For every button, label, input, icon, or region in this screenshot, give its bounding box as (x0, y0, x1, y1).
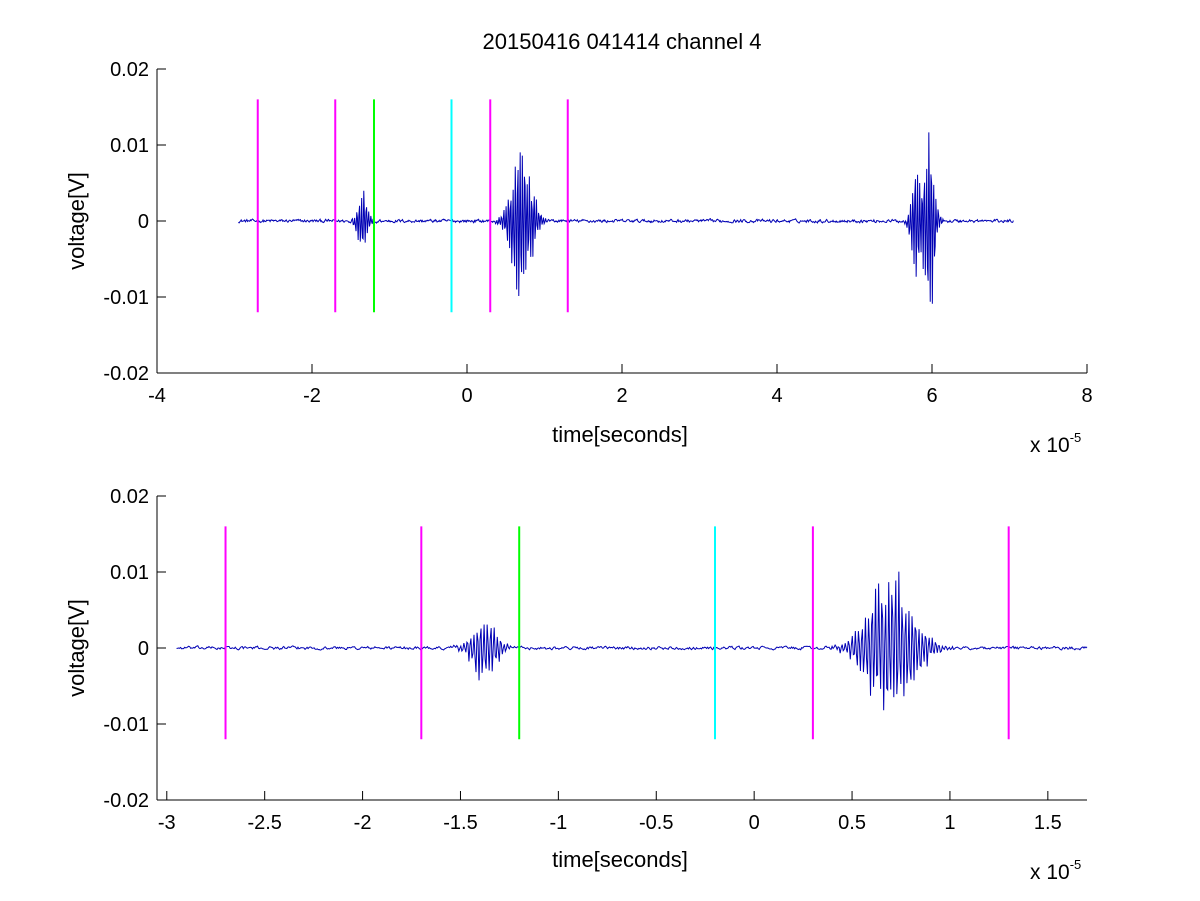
x-multiplier-exponent: -5 (1070, 430, 1082, 445)
y-tick-label: -0.01 (103, 714, 149, 736)
y-tick-label: 0.01 (110, 135, 149, 157)
y-ticks: 0.02 0.01 0 -0.01 -0.02 (103, 59, 166, 385)
y-ticks: 0.02 0.01 0 -0.01 -0.02 (103, 486, 166, 812)
x-multiplier-base: x 10 (1030, 861, 1070, 884)
y-tick-label: -0.02 (103, 790, 149, 812)
y-tick-label: 0 (138, 638, 149, 660)
y-tick-label: 0.01 (110, 562, 149, 584)
top-panel: -4 -2 0 2 4 6 8 0.02 0.01 0 -0.01 -0.02 time[secon… (64, 59, 1093, 457)
marker-lines (256, 99, 569, 313)
x-tick-label: -2.5 (247, 812, 281, 834)
x-tick-label: 0 (749, 812, 760, 834)
x-tick-label: -4 (148, 385, 166, 407)
x-tick-label: -1 (549, 812, 567, 834)
x-multiplier-exponent: -5 (1070, 857, 1082, 872)
signal-line (176, 571, 1088, 711)
y-tick-label: -0.01 (103, 287, 149, 309)
x-tick-label: -2 (303, 385, 321, 407)
x-multiplier: x 10-5 (1030, 430, 1081, 457)
x-ticks: -4 -2 0 2 4 6 8 (148, 364, 1093, 407)
signal-trace (238, 132, 1014, 304)
x-tick-label: -3 (158, 812, 176, 834)
x-tick-label: -1.5 (443, 812, 477, 834)
x-tick-label: 8 (1081, 385, 1092, 407)
x-tick-label: -0.5 (639, 812, 673, 834)
x-tick-label: 1 (944, 812, 955, 834)
y-tick-label: 0.02 (110, 59, 149, 81)
bottom-panel: -3 -2.5 -2 -1.5 -1 -0.5 0 0.5 1 1.5 0.02 0.01 0 -0.0… (64, 486, 1088, 884)
x-multiplier-base: x 10 (1030, 434, 1070, 457)
y-axis-label: voltage[V] (64, 172, 89, 270)
x-tick-label: 0 (461, 385, 472, 407)
x-multiplier: x 10-5 (1030, 857, 1081, 884)
marker-lines (224, 526, 1010, 740)
y-tick-label: -0.02 (103, 363, 149, 385)
y-tick-label: 0 (138, 211, 149, 233)
x-ticks: -3 -2.5 -2 -1.5 -1 -0.5 0 0.5 1 1.5 (158, 791, 1062, 834)
x-tick-label: 6 (926, 385, 937, 407)
x-tick-label: 2 (616, 385, 627, 407)
x-axis-label: time[seconds] (552, 422, 688, 447)
x-tick-label: 1.5 (1034, 812, 1062, 834)
signal-trace (176, 571, 1088, 711)
chart-title: 20150416 041414 channel 4 (483, 29, 762, 54)
signal-line (238, 132, 1014, 304)
y-tick-label: 0.02 (110, 486, 149, 508)
x-tick-label: 4 (771, 385, 782, 407)
x-axis-label: time[seconds] (552, 847, 688, 872)
x-tick-label: 0.5 (838, 812, 866, 834)
x-tick-label: -2 (354, 812, 372, 834)
y-axis-label: voltage[V] (64, 599, 89, 697)
